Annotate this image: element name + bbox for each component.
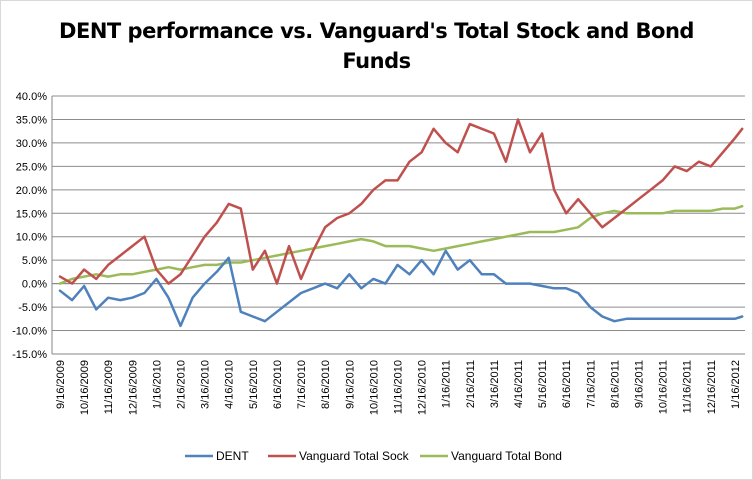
y-tick-label: -10.0% (12, 326, 47, 338)
x-tick-label: 11/16/2011 (682, 360, 694, 413)
y-tick-label: 20.0% (16, 185, 47, 197)
y-tick-label: -5.0% (18, 302, 47, 314)
y-tick-label: 5.0% (22, 255, 47, 267)
x-tick-label: 1/16/2010 (151, 360, 163, 409)
x-tick-label: 5/16/2010 (248, 360, 260, 409)
y-tick-label: -15.0% (12, 349, 47, 361)
y-tick-label: 15.0% (16, 208, 47, 220)
gridlines (52, 95, 745, 355)
x-tick-label: 6/16/2011 (561, 360, 573, 408)
x-tick-label: 5/16/2011 (537, 360, 549, 408)
y-axis-tick-labels: 40.0% 35.0% 30.0% 25.0% 20.0% 15.0% 10.0% 5.0% 0… (12, 91, 47, 361)
x-tick-label: 8/16/2010 (320, 360, 332, 409)
chart-title-line-1: DENT performance vs. Vanguard's Total St… (59, 19, 694, 43)
legend: DENT Vanguard Total Sock Vanguard Total Bo… (185, 449, 562, 463)
x-tick-label: 9/16/2009 (55, 360, 67, 409)
y-tick-label: 40.0% (16, 91, 47, 103)
x-tick-label: 8/16/2011 (609, 360, 621, 408)
x-tick-label: 9/16/2011 (634, 360, 646, 408)
x-tick-label: 3/16/2010 (200, 360, 212, 409)
y-tick-label: 35.0% (16, 114, 47, 126)
x-tick-label: 4/16/2010 (224, 360, 236, 409)
x-tick-label: 10/16/2010 (368, 360, 380, 415)
x-tick-label: 2/16/2010 (176, 360, 188, 409)
x-tick-label: 10/16/2011 (658, 360, 670, 414)
legend-item: Vanguard Total Sock (268, 449, 410, 463)
x-tick-label: 3/16/2011 (489, 360, 501, 408)
x-axis-tick-labels: 9/16/2009 10/16/2009 11/16/2009 12/16/2009 1… (55, 360, 742, 415)
y-tick-label: 0.0% (22, 279, 47, 291)
x-tick-label: 7/16/2010 (296, 360, 308, 409)
series-lines (58, 118, 744, 328)
series-line-vanguard-total-bond (58, 204, 744, 285)
x-tick-label: 6/16/2010 (272, 360, 284, 409)
legend-label: Vanguard Total Bond (451, 449, 562, 463)
x-tick-label: 1/16/2011 (441, 360, 453, 408)
legend-item: Vanguard Total Bond (420, 449, 562, 463)
x-tick-label: 12/16/2009 (127, 360, 139, 415)
x-tick-label: 11/16/2010 (392, 360, 404, 414)
legend-label: DENT (216, 449, 249, 463)
x-tick-label: 12/16/2011 (706, 360, 718, 414)
chart-title-line-2: Funds (342, 49, 411, 73)
x-tick-label: 10/16/2009 (79, 360, 91, 415)
series-line-dent (58, 249, 744, 328)
x-tick-label: 11/16/2009 (103, 360, 115, 414)
y-tick-label: 25.0% (16, 161, 47, 173)
x-tick-label: 9/16/2010 (344, 360, 356, 409)
x-tick-label: 7/16/2011 (585, 360, 597, 408)
x-tick-label: 12/16/2010 (417, 360, 429, 415)
series-line-vanguard-total-sock (58, 118, 744, 285)
legend-label: Vanguard Total Sock (299, 449, 410, 463)
x-tick-label: 4/16/2011 (513, 360, 525, 408)
y-tick-label: 30.0% (16, 138, 47, 150)
axes (51, 96, 745, 354)
chart-title: DENT performance vs. Vanguard's Total St… (0, 16, 753, 76)
legend-item: DENT (185, 449, 249, 463)
y-tick-label: 10.0% (16, 232, 47, 244)
x-tick-label: 2/16/2011 (465, 360, 477, 408)
x-tick-label: 1/16/2012 (730, 360, 742, 409)
